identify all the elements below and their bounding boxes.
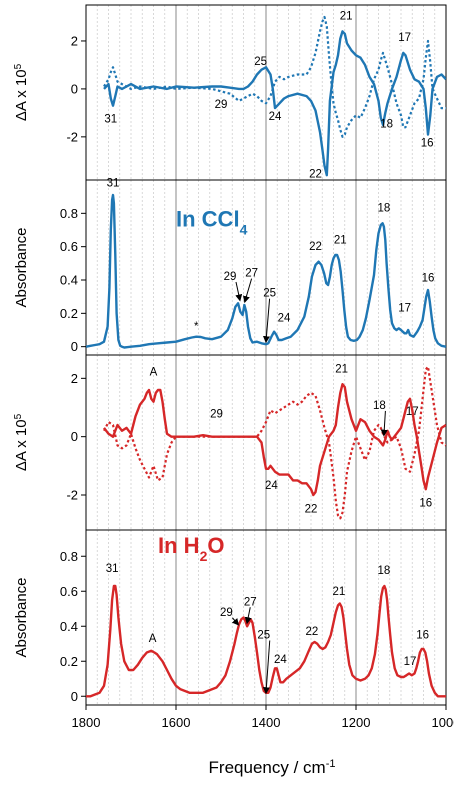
peak-label: 16	[419, 498, 432, 510]
peak-label: 29	[215, 99, 228, 111]
peak-label: 16	[422, 273, 435, 285]
peak-label: 24	[274, 654, 287, 666]
series-line-dotted	[103, 15, 446, 138]
peak-label: 29	[210, 409, 223, 421]
peak-arrow	[262, 640, 271, 695]
peak-label: 31	[104, 113, 117, 125]
peak-label: 18	[378, 565, 391, 577]
series-line-solid	[86, 193, 446, 349]
peak-label: 16	[416, 630, 429, 642]
y-axis-title: Absorbance	[13, 227, 30, 307]
y-tick-label: -2	[66, 129, 78, 144]
peak-label: 24	[278, 313, 291, 325]
y-tick-label: 0.2	[60, 654, 78, 669]
peak-label: 22	[305, 504, 318, 516]
x-tick-label: 1600	[162, 715, 191, 730]
peak-label: A	[149, 633, 157, 645]
series-line-dotted	[103, 365, 446, 520]
peak-label: 21	[340, 10, 353, 22]
series-line-solid	[103, 30, 446, 177]
peak-label: 22	[309, 169, 322, 181]
x-tick-label: 1000	[432, 715, 454, 730]
x-tick-label: 1400	[252, 715, 281, 730]
peak-label: 27	[244, 596, 257, 608]
y-tick-label: 0	[71, 81, 78, 96]
x-tick-label: 1800	[72, 715, 101, 730]
y-axis-title: ΔA x 105	[13, 63, 31, 121]
peak-label: 29	[220, 607, 233, 619]
peak-label: 31	[106, 563, 119, 575]
peak-label: 27	[245, 268, 258, 280]
panel-abs-h2o: 0 0.2 0.4 0.6 0.8 Absorbance 31 A 29 27 25 24 22 21 18…	[13, 529, 447, 706]
series-line-solid	[86, 584, 446, 698]
y-axis-title: ΔA x 105	[13, 413, 31, 471]
peak-label: 21	[333, 586, 346, 598]
panel-abs-ccl4: 0 0.2 0.4 0.6 0.8 Absorbance 31 * 29 27 25 24 22 21 18…	[13, 178, 447, 356]
peak-label: 24	[265, 480, 278, 492]
peak-arrow	[243, 278, 253, 304]
y-tick-label: 0.8	[60, 549, 78, 564]
medium-label: In H2O	[158, 533, 224, 564]
peak-label: 17	[398, 32, 411, 44]
y-tick-label: 0.4	[60, 619, 78, 634]
peak-label: 29	[224, 271, 237, 283]
y-tick-label: 0.6	[60, 239, 78, 254]
y-tick-label: 0	[71, 689, 78, 704]
peak-arrow	[262, 298, 271, 344]
y-tick-label: 0.6	[60, 584, 78, 599]
peak-label: 24	[269, 111, 282, 123]
x-axis-title: Frequency / cm-1	[209, 758, 336, 777]
peak-label: 17	[406, 406, 419, 418]
peak-label: 22	[309, 241, 322, 253]
peak-label: 22	[306, 626, 319, 638]
panel-diff-ccl4: -2 0 2 ΔA x 105 31 29 25 24 22 21 18 17 16	[13, 4, 447, 181]
peak-label: 18	[373, 400, 386, 412]
y-tick-label: 0	[71, 339, 78, 354]
peak-label: 18	[380, 118, 393, 130]
y-axis-title: Absorbance	[13, 577, 30, 657]
peak-label: 25	[263, 288, 276, 300]
peak-arrow	[235, 281, 243, 302]
peak-label: 17	[404, 656, 417, 668]
peak-label: 17	[398, 303, 411, 315]
peak-arrow	[231, 617, 240, 626]
peak-label: *	[194, 321, 199, 333]
peak-label: 31	[107, 178, 120, 190]
peak-label: 16	[421, 137, 434, 149]
peak-label: A	[150, 366, 158, 378]
peak-label: 21	[334, 234, 347, 246]
y-tick-label: 0	[71, 429, 78, 444]
peak-arrow	[380, 410, 388, 437]
y-tick-label: -2	[66, 488, 78, 503]
y-tick-label: 2	[71, 33, 78, 48]
peak-label: 25	[254, 56, 267, 68]
peak-label: 25	[257, 630, 270, 642]
series-line-solid	[103, 383, 446, 497]
panel-diff-h2o: -2 0 2 ΔA x 105 A 29 24 22 21 18 17 16	[13, 354, 447, 531]
y-tick-label: 0.8	[60, 206, 78, 221]
y-tick-label: 2	[71, 371, 78, 386]
peak-arrow	[244, 607, 252, 625]
medium-label: In CCl4	[176, 207, 248, 238]
y-tick-label: 0.2	[60, 306, 78, 321]
x-tick-label: 1200	[342, 715, 371, 730]
peak-label: 18	[378, 203, 391, 215]
peak-label: 21	[335, 364, 348, 376]
y-tick-label: 0.4	[60, 273, 78, 288]
